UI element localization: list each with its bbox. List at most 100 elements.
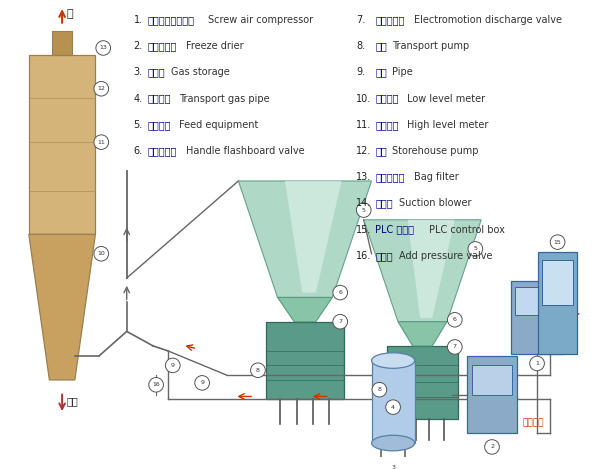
Text: 10.: 10. xyxy=(356,94,371,104)
Text: 电动卸料阀: 电动卸料阀 xyxy=(376,15,405,25)
Polygon shape xyxy=(266,322,344,400)
Text: 气: 气 xyxy=(66,9,73,19)
Polygon shape xyxy=(29,234,95,380)
Text: 低料位计: 低料位计 xyxy=(376,94,399,104)
Text: Feed equipment: Feed equipment xyxy=(179,120,258,130)
Text: Transport gas pipe: Transport gas pipe xyxy=(179,94,269,104)
Text: 16: 16 xyxy=(152,382,160,387)
Polygon shape xyxy=(515,287,560,315)
Circle shape xyxy=(448,312,462,327)
Text: 9: 9 xyxy=(200,380,204,386)
Text: Electromotion discharge valve: Electromotion discharge valve xyxy=(414,15,562,25)
Circle shape xyxy=(448,340,462,354)
Text: 装车: 装车 xyxy=(66,396,78,407)
Text: 12: 12 xyxy=(97,86,105,91)
Polygon shape xyxy=(278,297,332,322)
Circle shape xyxy=(251,363,265,378)
Circle shape xyxy=(333,314,347,329)
Text: 2: 2 xyxy=(490,445,494,449)
Text: 16.: 16. xyxy=(356,251,371,261)
Text: 15.: 15. xyxy=(356,225,371,234)
Text: PLC control box: PLC control box xyxy=(429,225,505,234)
Text: 袋式过滤器: 袋式过滤器 xyxy=(376,172,405,182)
Text: 料仓: 料仓 xyxy=(376,146,387,156)
Circle shape xyxy=(333,285,347,300)
Text: Gas storage: Gas storage xyxy=(171,68,230,77)
Text: 4.: 4. xyxy=(134,94,143,104)
Text: 8: 8 xyxy=(377,387,382,392)
Text: 引风机: 引风机 xyxy=(376,198,393,208)
Circle shape xyxy=(550,235,565,250)
Text: 7: 7 xyxy=(453,344,457,349)
Text: 14.: 14. xyxy=(356,198,371,208)
Text: 1: 1 xyxy=(535,361,539,366)
Polygon shape xyxy=(472,365,512,394)
Text: 1.: 1. xyxy=(134,15,143,25)
Circle shape xyxy=(372,382,387,397)
Text: Pipe: Pipe xyxy=(392,68,413,77)
Polygon shape xyxy=(538,252,577,354)
Text: 3.: 3. xyxy=(134,68,143,77)
Ellipse shape xyxy=(371,353,415,368)
Circle shape xyxy=(149,378,163,392)
Text: 螺杆式空气压缩机: 螺杆式空气压缩机 xyxy=(147,15,194,25)
Text: 8: 8 xyxy=(256,368,260,373)
Text: 13: 13 xyxy=(99,45,107,51)
Text: 管道: 管道 xyxy=(376,68,387,77)
Text: Low level meter: Low level meter xyxy=(407,94,485,104)
Circle shape xyxy=(94,82,109,96)
Circle shape xyxy=(530,356,544,371)
Text: 11: 11 xyxy=(97,140,105,144)
Text: Freeze drier: Freeze drier xyxy=(186,41,244,51)
Text: High level meter: High level meter xyxy=(407,120,488,130)
Circle shape xyxy=(386,460,400,469)
Text: 9: 9 xyxy=(171,363,175,368)
Polygon shape xyxy=(285,181,341,293)
Circle shape xyxy=(485,439,499,454)
Text: Transport pump: Transport pump xyxy=(392,41,469,51)
Text: 仓泵: 仓泵 xyxy=(376,41,387,51)
Circle shape xyxy=(195,376,209,390)
Circle shape xyxy=(386,400,400,415)
Polygon shape xyxy=(364,220,481,322)
Text: 手动插板阀: 手动插板阀 xyxy=(147,146,176,156)
Text: 6: 6 xyxy=(338,290,342,295)
Text: 5: 5 xyxy=(362,208,365,212)
Text: 11.: 11. xyxy=(356,120,371,130)
Text: 5.: 5. xyxy=(134,120,143,130)
Text: 7.: 7. xyxy=(356,15,365,25)
Polygon shape xyxy=(408,220,455,318)
Text: PLC 控制箱: PLC 控制箱 xyxy=(376,225,415,234)
Text: 13.: 13. xyxy=(356,172,371,182)
Text: 排料装置: 排料装置 xyxy=(147,120,171,130)
Polygon shape xyxy=(29,55,95,234)
Circle shape xyxy=(96,41,110,55)
Text: 压缩空气: 压缩空气 xyxy=(523,419,544,428)
Text: Suction blower: Suction blower xyxy=(400,198,472,208)
Text: 8.: 8. xyxy=(356,41,365,51)
Text: 9.: 9. xyxy=(356,68,365,77)
Text: Bag filter: Bag filter xyxy=(414,172,459,182)
Text: Add pressure valve: Add pressure valve xyxy=(400,251,493,261)
Circle shape xyxy=(94,135,109,150)
Text: 6: 6 xyxy=(453,317,457,322)
Text: 6.: 6. xyxy=(134,146,143,156)
Polygon shape xyxy=(52,30,72,55)
Text: 3: 3 xyxy=(391,465,395,469)
Circle shape xyxy=(468,242,482,256)
Circle shape xyxy=(166,358,180,373)
Polygon shape xyxy=(511,281,565,354)
Text: 冷冻干燥机: 冷冻干燥机 xyxy=(147,41,176,51)
Circle shape xyxy=(94,247,109,261)
Text: 7: 7 xyxy=(338,319,342,324)
Text: 15: 15 xyxy=(554,240,562,245)
Text: 5: 5 xyxy=(473,246,477,251)
Text: Screw air compressor: Screw air compressor xyxy=(208,15,313,25)
Text: Storehouse pump: Storehouse pump xyxy=(392,146,479,156)
Polygon shape xyxy=(467,356,517,433)
Polygon shape xyxy=(238,181,371,297)
Polygon shape xyxy=(387,346,458,419)
Polygon shape xyxy=(398,322,447,346)
Text: 增压器: 增压器 xyxy=(376,251,393,261)
Text: 储气罐: 储气罐 xyxy=(147,68,165,77)
